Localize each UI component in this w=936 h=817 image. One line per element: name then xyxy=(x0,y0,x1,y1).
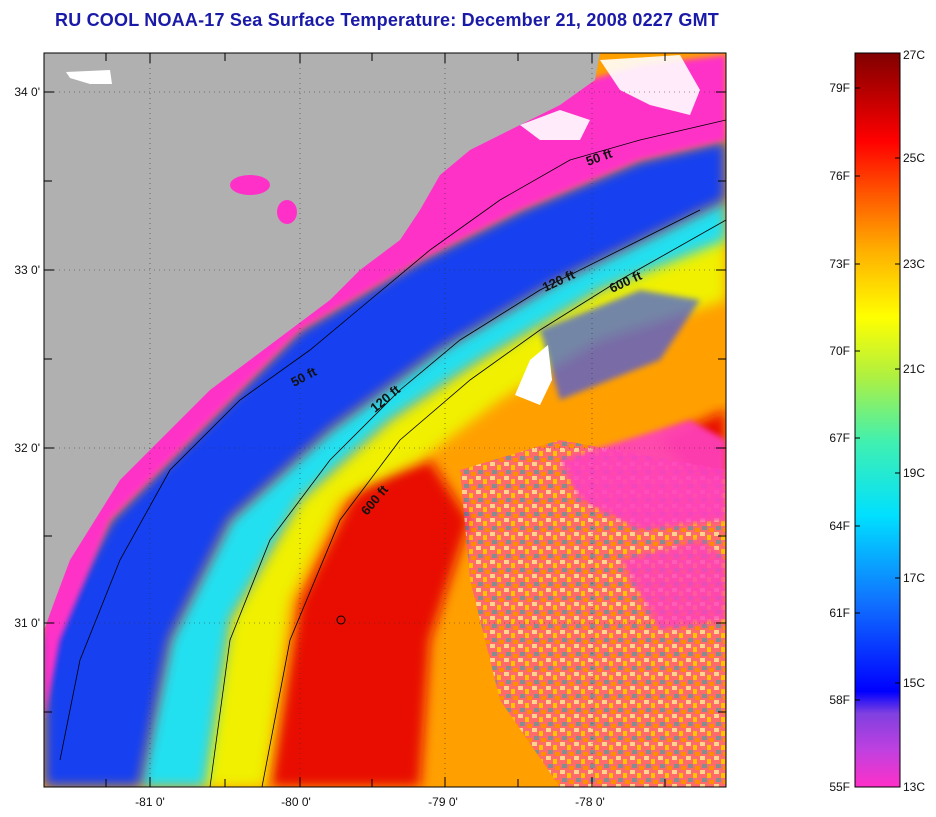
sst-field xyxy=(44,53,726,787)
colorbar-label-c: 17C xyxy=(903,571,925,585)
colorbar-label-c: 21C xyxy=(903,362,925,376)
colorbar-label-c: 19C xyxy=(903,466,925,480)
colorbar-label-f: 73F xyxy=(829,257,850,271)
colorbar-label-f: 55F xyxy=(829,780,850,794)
colorbar-label-c: 23C xyxy=(903,257,925,271)
lon-tick-label: -80 0' xyxy=(281,795,311,809)
colorbar-label-f: 70F xyxy=(829,344,850,358)
lon-tick-label: -78 0' xyxy=(575,795,605,809)
colorbar xyxy=(854,52,901,788)
colorbar-label-f: 64F xyxy=(829,519,850,533)
colorbar-label-c: 25C xyxy=(903,151,925,165)
lat-tick-label: 33 0' xyxy=(14,263,40,277)
colorbar-label-c: 27C xyxy=(903,48,925,62)
lat-tick-label: 31 0' xyxy=(14,616,40,630)
lon-tick-label: -81 0' xyxy=(135,795,165,809)
lat-tick-label: 34 0' xyxy=(14,85,40,99)
map-frame xyxy=(43,52,727,788)
colorbar-label-f: 58F xyxy=(829,693,850,707)
lat-tick-label: 32 0' xyxy=(14,441,40,455)
map-title: RU COOL NOAA-17 Sea Surface Temperature:… xyxy=(55,10,719,30)
colorbar-label-f: 67F xyxy=(829,431,850,445)
colorbar-label-f: 61F xyxy=(829,606,850,620)
colorbar-label-c: 15C xyxy=(903,676,925,690)
colorbar-label-f: 76F xyxy=(829,169,850,183)
lon-tick-label: -79 0' xyxy=(428,795,458,809)
axis-ticks xyxy=(44,53,726,787)
colorbar-label-c: 13C xyxy=(903,780,925,794)
colorbar-ticks xyxy=(855,87,900,701)
colorbar-label-f: 79F xyxy=(829,81,850,95)
